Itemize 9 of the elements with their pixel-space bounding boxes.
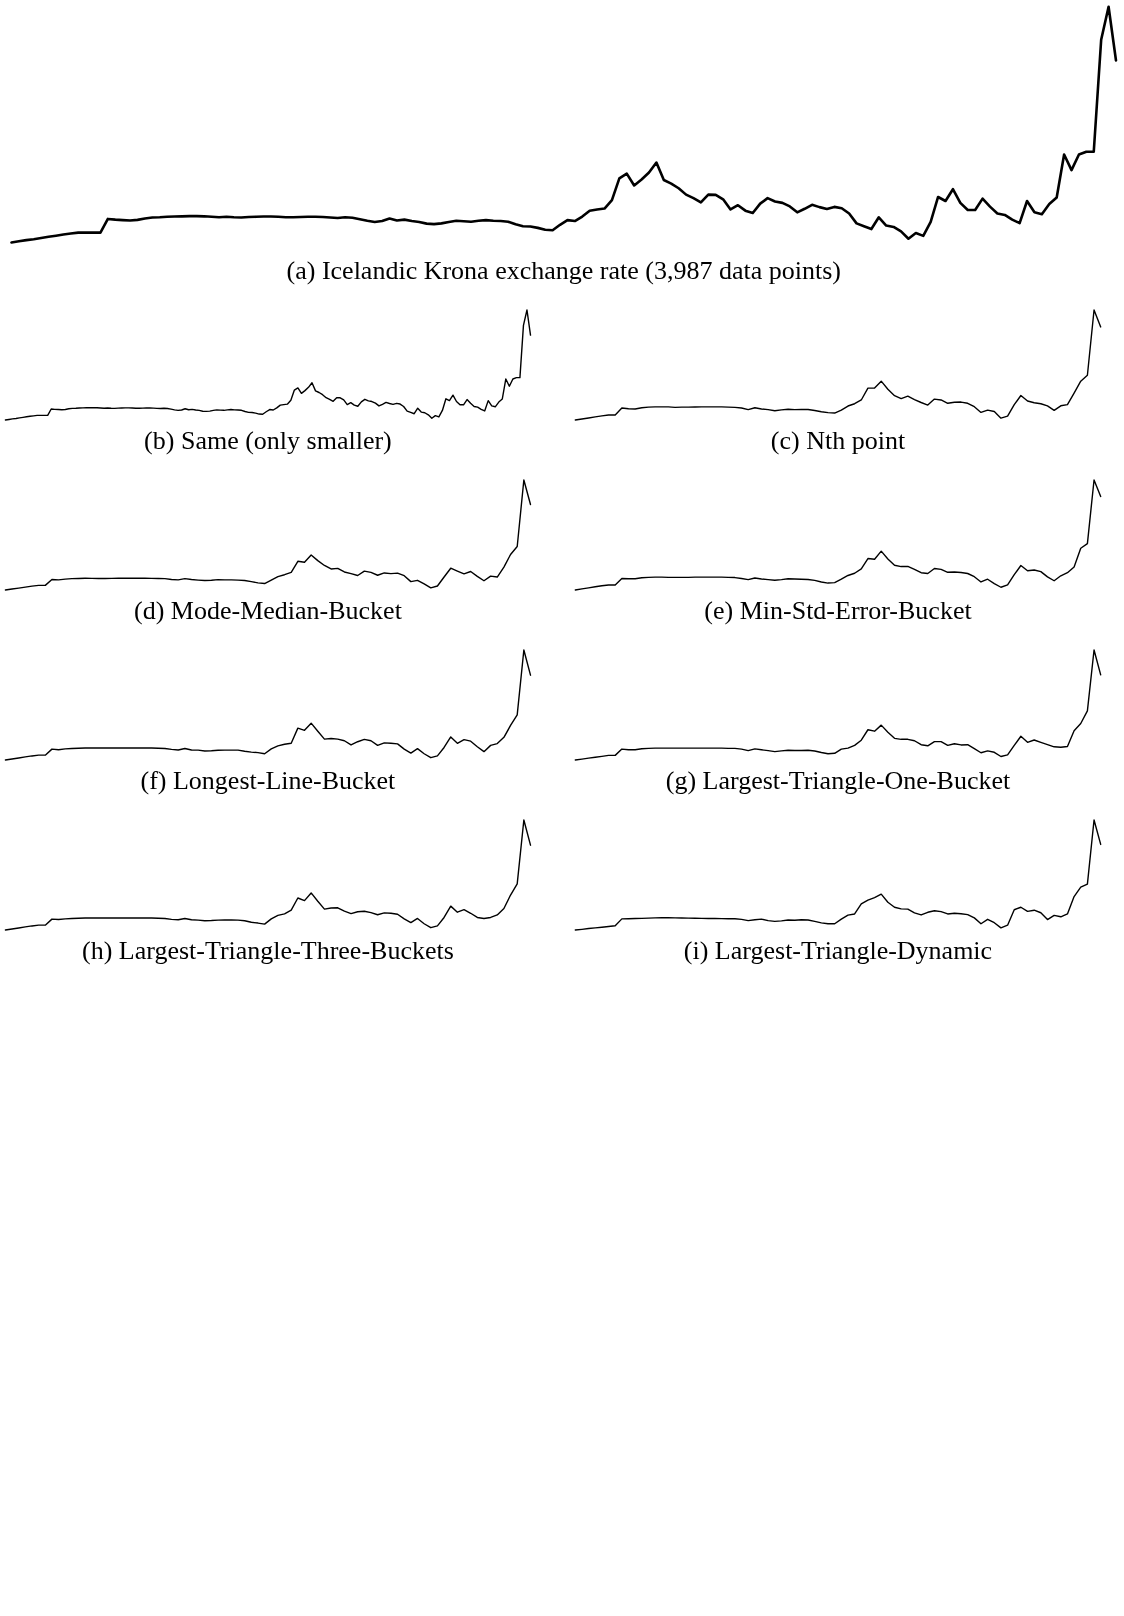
text: (h) Largest-Triangle-Three-Buckets	[81, 936, 455, 966]
text: (b) Same (only smaller)	[143, 426, 393, 456]
text: (a) Icelandic Krona exchange rate (3,987 data points)	[285, 256, 842, 286]
text: (g) Largest-Triangle-One-Bucket	[664, 766, 1012, 796]
text: (i) Largest-Triangle-Dynamic	[682, 936, 994, 966]
text: (d) Mode-Median-Bucket	[133, 596, 403, 626]
text: (f) Longest-Line-Bucket	[139, 766, 397, 796]
text: (e) Min-Std-Error-Bucket	[703, 596, 973, 626]
text: (c) Nth point	[769, 426, 907, 456]
